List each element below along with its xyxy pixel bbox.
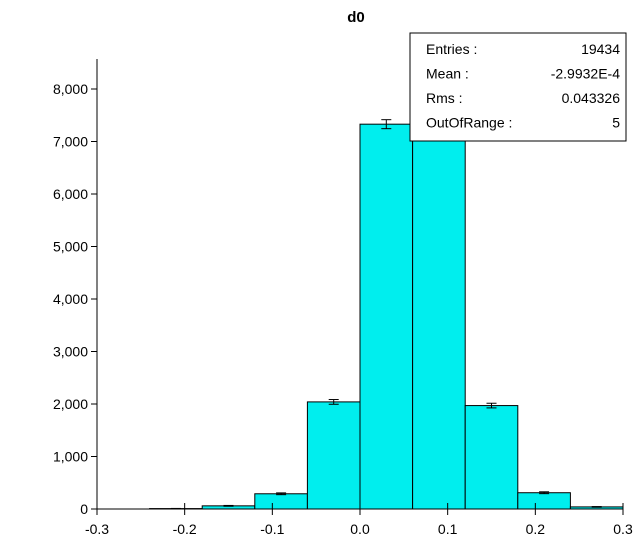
axes: 0 1,000 2,000 3,000 4,000 5,000 6,000 7,000 8,00…	[53, 59, 633, 537]
x-tick-label: 0.1	[438, 521, 458, 537]
statistics-box: Entries : 19434 Mean : -2.9932E-4 Rms : 0.043…	[409, 32, 627, 142]
histogram-bar	[306, 401, 361, 510]
stat-label: Entries :	[426, 41, 477, 57]
stat-value: 0.043326	[562, 90, 621, 106]
y-tick-label: 7,000	[53, 134, 88, 150]
x-tick-label: 0.3	[613, 521, 633, 537]
error-bar	[486, 402, 497, 409]
histogram-bar	[359, 123, 414, 510]
x-tick-label: -0.1	[260, 521, 284, 537]
x-tick-label: 0.0	[350, 521, 370, 537]
chart-title: d0	[347, 9, 365, 26]
x-tick-label: 0.2	[526, 521, 546, 537]
y-tick-label: 0	[80, 501, 88, 517]
error-bar	[381, 119, 392, 130]
error-bar	[328, 399, 339, 405]
y-tick-label: 8,000	[53, 81, 88, 97]
error-bar	[276, 492, 287, 496]
error-bar	[223, 504, 234, 507]
y-tick-label: 2,000	[53, 396, 88, 412]
stat-label: OutOfRange :	[426, 115, 512, 131]
y-tick-label: 1,000	[53, 449, 88, 465]
stat-value: 19434	[581, 41, 620, 57]
histogram-bar	[464, 405, 519, 510]
y-tick-label: 6,000	[53, 186, 88, 202]
x-tick-label: -0.2	[173, 521, 197, 537]
stat-value: -2.9932E-4	[551, 66, 620, 82]
statistics-box-frame	[409, 32, 627, 142]
y-tick-label: 4,000	[53, 291, 88, 307]
histogram-bar	[412, 123, 466, 510]
histogram-bar	[517, 492, 571, 510]
histogram-bars	[149, 123, 624, 510]
y-tick-label: 3,000	[53, 344, 88, 360]
histogram-bar	[254, 493, 308, 510]
error-bar	[539, 491, 550, 495]
stat-label: Rms :	[426, 90, 463, 106]
y-tick-label: 5,000	[53, 239, 88, 255]
error-bar	[591, 506, 602, 508]
stat-value: 5	[612, 115, 620, 131]
stat-label: Mean :	[426, 66, 469, 82]
x-tick-label: -0.3	[85, 521, 109, 537]
